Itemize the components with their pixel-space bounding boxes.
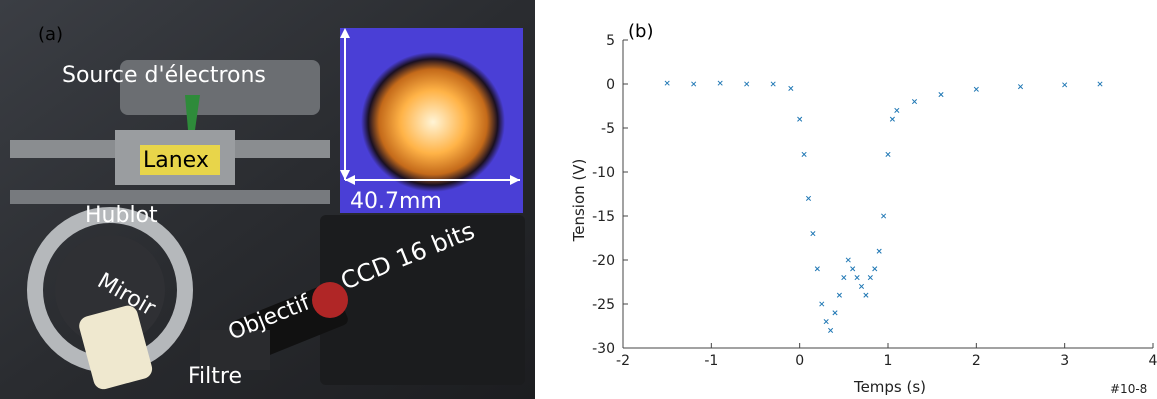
data-point — [805, 195, 812, 201]
x-tick-label: 0 — [795, 353, 804, 369]
data-point — [810, 231, 816, 237]
data-point — [858, 283, 865, 289]
data-point — [894, 107, 900, 113]
label-lanex: Lanex — [143, 148, 209, 173]
x-tick-label: 2 — [972, 353, 981, 369]
y-tick-label: -20 — [592, 253, 615, 269]
data-point — [788, 85, 794, 91]
data-point — [836, 292, 842, 298]
data-point — [881, 213, 887, 219]
panel-label-b: (b) — [628, 21, 653, 42]
data-point — [797, 116, 803, 122]
data-point — [854, 275, 860, 281]
data-point — [819, 301, 825, 307]
label-scale: 40.7mm — [350, 189, 442, 214]
voltage-chart: -2 -1 0 1 2 3 450-5-10-15-20-25-30 (b) Temps (… — [570, 21, 1157, 396]
data-point — [885, 151, 891, 157]
data-point — [841, 275, 847, 281]
panel-label-a: (a) — [38, 24, 63, 45]
data-point — [770, 81, 776, 87]
scale-arrow-down-icon — [340, 170, 350, 180]
y-tick-label: 0 — [606, 77, 615, 93]
x-tick-label: -1 — [704, 353, 718, 369]
data-point — [664, 80, 670, 86]
chart-axes: -2 -1 0 1 2 3 450-5-10-15-20-25-30 — [592, 33, 1157, 369]
label-hublot: Hublot — [85, 203, 158, 228]
objective-ring — [312, 282, 348, 318]
data-point — [691, 81, 697, 87]
scale-arrow-up-icon — [340, 28, 350, 38]
filter-mount — [200, 330, 270, 370]
green-arrow-icon — [185, 95, 200, 130]
x-axis-label: Temps (s) — [853, 378, 926, 396]
y-tick-label: -25 — [592, 297, 615, 313]
data-point — [717, 80, 723, 86]
data-point — [850, 266, 856, 272]
label-source: Source d'électrons — [62, 63, 266, 88]
data-point — [1097, 81, 1103, 87]
beam-spot — [361, 52, 505, 192]
x-tick-label: -2 — [616, 353, 630, 369]
y-tick-label: -15 — [592, 209, 615, 225]
y-axis-label: Tension (V) — [570, 159, 588, 243]
data-point — [863, 292, 869, 298]
experimental-setup-photo: (a) Source d'électrons Lanex Hublot Miro… — [0, 0, 535, 399]
data-point — [973, 86, 979, 92]
lower-frame — [10, 190, 330, 204]
lanex-screen — [140, 145, 220, 175]
data-point — [832, 310, 838, 316]
chart-points — [664, 80, 1103, 333]
ccd-camera-body — [320, 215, 525, 385]
data-point — [828, 327, 834, 333]
y-tick-label: -10 — [592, 165, 615, 181]
x-tick-label: 3 — [1060, 353, 1069, 369]
data-point — [801, 151, 807, 157]
data-point — [911, 99, 918, 105]
electron-source-housing — [120, 60, 320, 115]
data-point — [889, 116, 895, 122]
data-point — [938, 92, 944, 98]
mirror-card — [79, 305, 153, 390]
data-point — [872, 266, 878, 272]
y-tick-label: 5 — [606, 33, 615, 49]
scale-arrow-right-icon — [510, 175, 520, 185]
data-point — [823, 319, 829, 325]
data-point — [867, 275, 873, 281]
x-tick-label: 4 — [1149, 353, 1157, 369]
x-tick-label: 1 — [884, 353, 893, 369]
label-filtre: Filtre — [188, 364, 242, 389]
scale-arrow-left-icon — [345, 175, 355, 185]
data-point — [1017, 84, 1024, 90]
data-point — [845, 257, 851, 263]
y-tick-label: -5 — [601, 121, 615, 137]
x-multiplier: #10-8 — [1110, 382, 1147, 396]
data-point — [1062, 82, 1068, 88]
data-point — [814, 266, 820, 272]
data-point — [876, 248, 882, 254]
data-point — [744, 81, 750, 87]
y-tick-label: -30 — [592, 341, 615, 357]
